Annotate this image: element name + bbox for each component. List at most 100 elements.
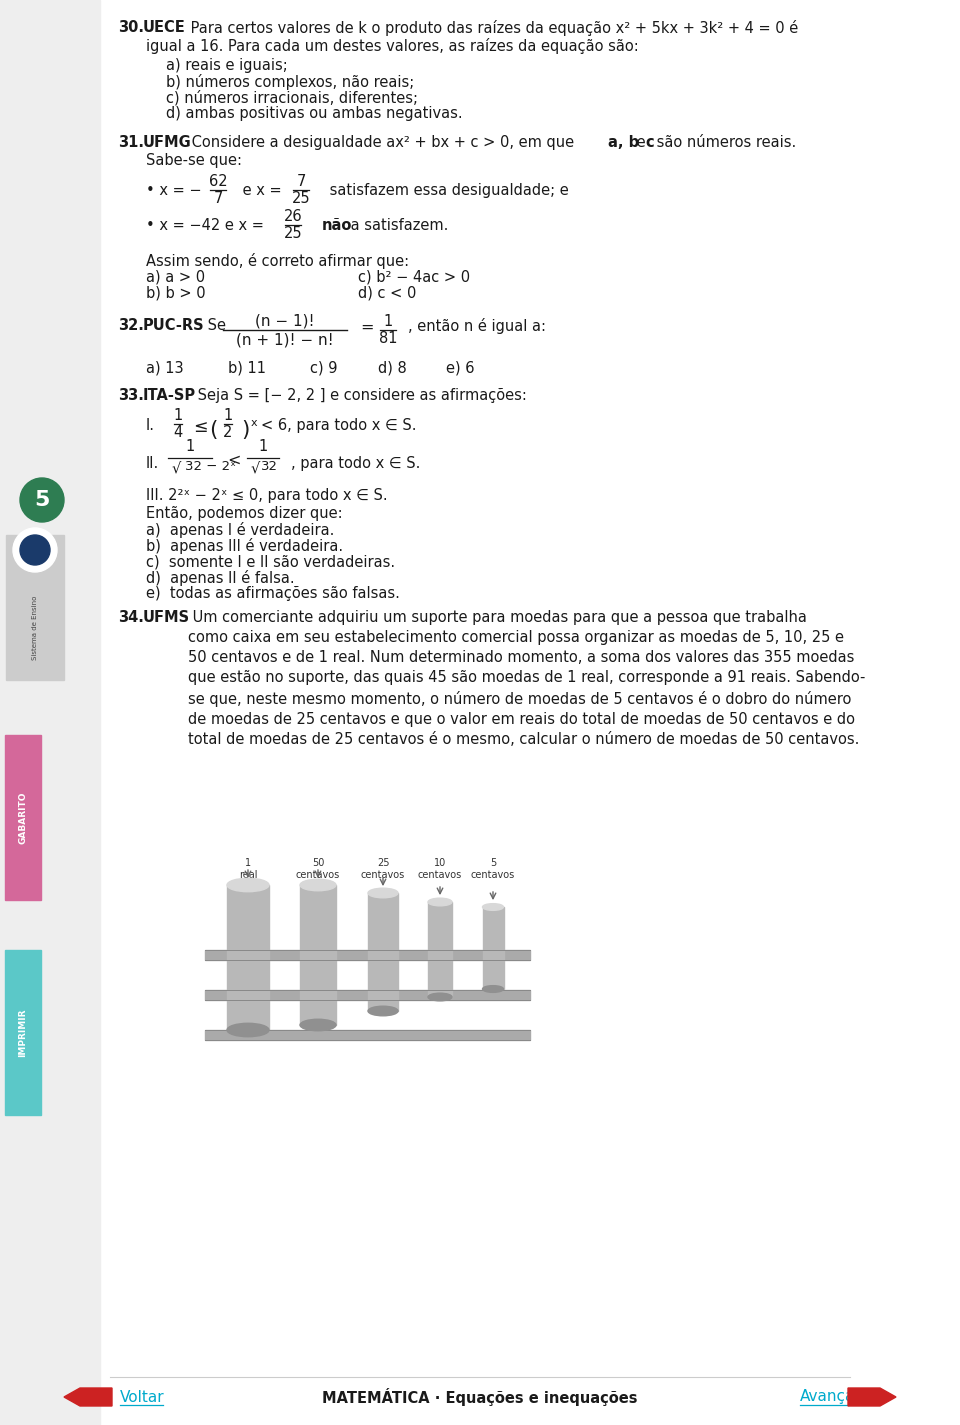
Text: (n − 1)!: (n − 1)! <box>255 314 315 328</box>
Ellipse shape <box>227 878 269 892</box>
Bar <box>483 906 503 989</box>
Text: < 6, para todo x ∈ S.: < 6, para todo x ∈ S. <box>261 418 417 433</box>
Text: PUC-RS: PUC-RS <box>143 318 204 333</box>
Text: x: x <box>251 418 257 428</box>
Bar <box>205 990 530 1000</box>
Bar <box>0 0 100 1425</box>
Text: III. 2²ˣ − 2ˣ ≤ 0, para todo x ∈ S.: III. 2²ˣ − 2ˣ ≤ 0, para todo x ∈ S. <box>146 487 388 503</box>
Text: Assim sendo, é correto afirmar que:: Assim sendo, é correto afirmar que: <box>146 254 409 269</box>
Text: Avançar: Avançar <box>800 1389 862 1405</box>
Ellipse shape <box>368 888 398 898</box>
Text: Voltar: Voltar <box>120 1389 164 1405</box>
Text: satisfazem essa desigualdade; e: satisfazem essa desigualdade; e <box>325 182 568 198</box>
Bar <box>5 950 41 1114</box>
Text: 31.: 31. <box>118 135 144 150</box>
Text: 1: 1 <box>224 408 232 423</box>
Text: 5
centavos: 5 centavos <box>470 858 516 879</box>
Text: e x =: e x = <box>238 182 286 198</box>
Text: • x = −: • x = − <box>146 182 202 198</box>
Ellipse shape <box>428 898 452 906</box>
Text: c)  somente I e II são verdadeiras.: c) somente I e II são verdadeiras. <box>146 554 396 569</box>
Bar <box>5 735 41 901</box>
Text: d) ambas positivas ou ambas negativas.: d) ambas positivas ou ambas negativas. <box>166 105 463 121</box>
Text: b) b > 0: b) b > 0 <box>146 285 205 301</box>
Text: 1: 1 <box>383 314 393 329</box>
Text: UFMG: UFMG <box>143 135 192 150</box>
Text: 1
real: 1 real <box>239 858 257 879</box>
FancyArrow shape <box>64 1388 112 1406</box>
Text: a satisfazem.: a satisfazem. <box>346 218 448 234</box>
Text: UECE: UECE <box>143 20 185 36</box>
Text: são números reais.: são números reais. <box>652 135 796 150</box>
Text: (: ( <box>209 420 217 440</box>
Text: d)  apenas II é falsa.: d) apenas II é falsa. <box>146 570 295 586</box>
Text: UFMS: UFMS <box>143 610 190 626</box>
Text: igual a 16. Para cada um destes valores, as raízes da equação são:: igual a 16. Para cada um destes valores,… <box>146 38 638 54</box>
Text: √: √ <box>251 460 260 475</box>
Text: I.: I. <box>146 418 155 433</box>
Circle shape <box>20 477 64 522</box>
Text: Seja S = [− 2, 2 ] e considere as afirmações:: Seja S = [− 2, 2 ] e considere as afirma… <box>193 388 527 403</box>
Text: c: c <box>645 135 654 150</box>
Text: 4: 4 <box>174 425 182 440</box>
Text: (n + 1)! − n!: (n + 1)! − n! <box>236 332 334 348</box>
Text: Para certos valores de k o produto das raízes da equação x² + 5kx + 3k² + 4 = 0 : Para certos valores de k o produto das r… <box>186 20 799 36</box>
Circle shape <box>20 534 50 564</box>
Text: a, b: a, b <box>608 135 639 150</box>
Text: e)  todas as afirmações são falsas.: e) todas as afirmações são falsas. <box>146 586 400 601</box>
Text: d) 8: d) 8 <box>378 361 407 375</box>
Text: Então, podemos dizer que:: Então, podemos dizer que: <box>146 506 343 522</box>
Text: 30.: 30. <box>118 20 144 36</box>
Bar <box>428 902 452 997</box>
Text: =: = <box>360 321 373 335</box>
Text: 34.: 34. <box>118 610 144 626</box>
Text: não: não <box>322 218 352 234</box>
Text: 81: 81 <box>379 331 397 346</box>
Text: 32.: 32. <box>118 318 144 333</box>
Text: 1: 1 <box>258 439 268 455</box>
Bar <box>300 885 336 1025</box>
Ellipse shape <box>428 993 452 1000</box>
Text: a)  apenas I é verdadeira.: a) apenas I é verdadeira. <box>146 522 334 539</box>
Text: 62: 62 <box>208 174 228 190</box>
Text: Sistema de Ensino: Sistema de Ensino <box>32 596 38 660</box>
Text: 33.: 33. <box>118 388 144 403</box>
Text: Um comerciante adquiriu um suporte para moedas para que a pessoa que trabalha
co: Um comerciante adquiriu um suporte para … <box>188 610 865 747</box>
Text: 7: 7 <box>297 174 305 190</box>
Text: 7: 7 <box>213 191 223 207</box>
Ellipse shape <box>227 1023 269 1037</box>
Text: 10
centavos: 10 centavos <box>418 858 462 879</box>
Text: b) números complexos, não reais;: b) números complexos, não reais; <box>166 74 415 90</box>
Ellipse shape <box>300 1019 336 1030</box>
Text: e: e <box>632 135 650 150</box>
Text: √: √ <box>172 460 181 475</box>
Text: ): ) <box>241 420 250 440</box>
Text: 25
centavos: 25 centavos <box>361 858 405 879</box>
Text: e) 6: e) 6 <box>446 361 474 375</box>
Text: MATEMÁTICA · Equações e inequações: MATEMÁTICA · Equações e inequações <box>323 1388 637 1406</box>
Bar <box>205 1030 530 1040</box>
Text: 5: 5 <box>35 490 50 510</box>
Bar <box>368 893 398 1010</box>
Ellipse shape <box>483 903 503 911</box>
Text: 26: 26 <box>284 209 302 224</box>
Ellipse shape <box>483 986 503 992</box>
Ellipse shape <box>368 1006 398 1016</box>
Text: a) 13: a) 13 <box>146 361 183 375</box>
Text: • x = −42 e x =: • x = −42 e x = <box>146 218 269 234</box>
Text: 25: 25 <box>292 191 310 207</box>
FancyArrow shape <box>848 1388 896 1406</box>
Text: 2: 2 <box>224 425 232 440</box>
Text: ITA-SP: ITA-SP <box>143 388 196 403</box>
Text: Considere a desigualdade ax² + bx + c > 0, em que: Considere a desigualdade ax² + bx + c > … <box>187 135 579 150</box>
Text: 1: 1 <box>174 408 182 423</box>
Text: GABARITO: GABARITO <box>18 792 28 844</box>
Text: 32 − 2ˣ: 32 − 2ˣ <box>185 460 236 473</box>
Text: b)  apenas III é verdadeira.: b) apenas III é verdadeira. <box>146 539 343 554</box>
Text: 32: 32 <box>261 460 278 473</box>
Bar <box>227 885 269 1030</box>
Text: b) 11: b) 11 <box>228 361 266 375</box>
Text: c) 9: c) 9 <box>310 361 338 375</box>
Circle shape <box>13 529 57 571</box>
Text: II.: II. <box>146 456 159 472</box>
